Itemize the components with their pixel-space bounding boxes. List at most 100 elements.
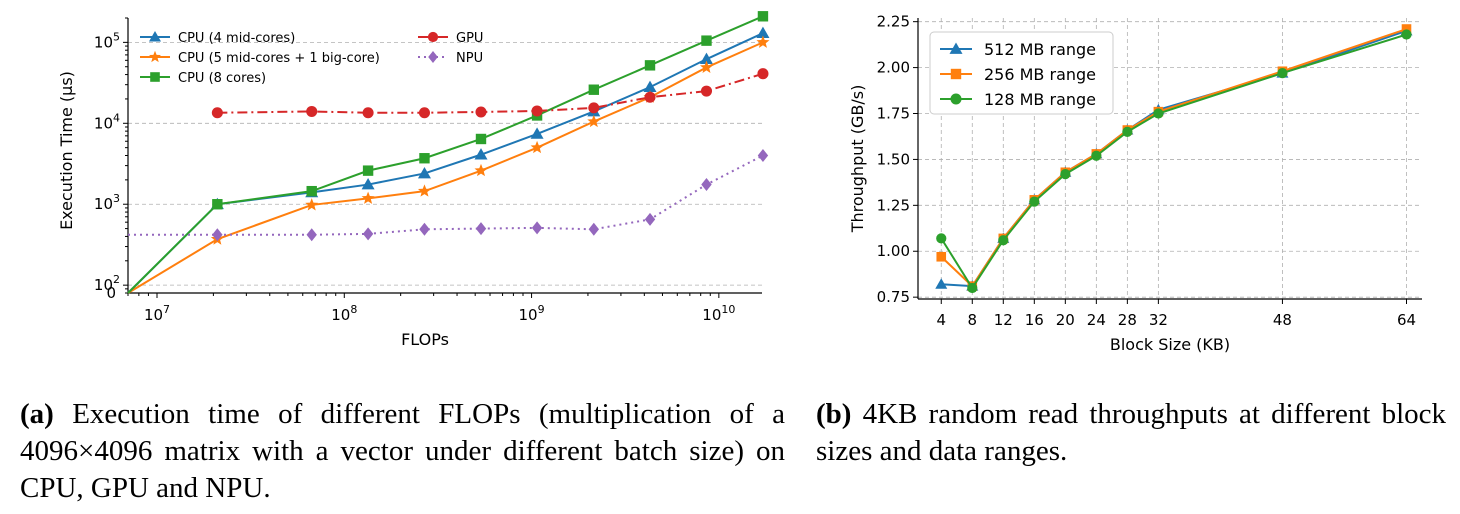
data-point-npu [644, 212, 656, 226]
x-tick-label-b: 12 [994, 311, 1013, 329]
data-point-cpu-5-mid-cores-1-big-core [474, 163, 488, 177]
x-tick-label-a: 109 [519, 303, 545, 324]
legend-marker-128-mb-range [950, 93, 962, 105]
data-point-gpu [418, 107, 430, 119]
data-point-cpu-8-cores [306, 185, 317, 197]
data-point-gpu [362, 107, 374, 119]
legend-box-b [929, 31, 1114, 115]
y-tick-label-a: 105 [94, 30, 120, 51]
y-tick-label-a: 103 [94, 192, 120, 213]
caption-b-label: (b) [816, 398, 852, 430]
data-point-512-mb-range [935, 278, 948, 289]
caption-b-text: 4KB random read throughputs at different… [816, 398, 1446, 467]
data-point-cpu-5-mid-cores-1-big-core [699, 60, 713, 73]
x-tick-label-a: 107 [144, 303, 170, 324]
data-point-128-mb-range [1060, 169, 1071, 180]
data-point-gpu [475, 106, 487, 118]
legend-marker-256-mb-range [950, 68, 962, 80]
data-point-cpu-4-mid-cores [643, 80, 657, 92]
y-tick-label-a: 102 [94, 273, 120, 294]
data-point-cpu-4-mid-cores [699, 52, 713, 65]
series-line-gpu [217, 72, 764, 114]
x-tick-label-b: 8 [968, 311, 978, 329]
data-point-cpu-8-cores [757, 11, 769, 22]
data-point-128-mb-range [936, 233, 947, 244]
x-tick-label-b: 16 [1025, 311, 1044, 329]
data-point-gpu [531, 105, 543, 117]
data-point-cpu-5-mid-cores-1-big-core [587, 114, 601, 128]
data-point-gpu [700, 85, 713, 97]
data-point-cpu-5-mid-cores-1-big-core [417, 184, 431, 197]
data-point-npu [531, 221, 543, 235]
caption-b: (b) 4KB random read throughputs at diffe… [816, 396, 1446, 470]
caption-a-text: Execution time of different FLOPs (multi… [20, 398, 785, 504]
y-tick-label-b: 1.50 [877, 150, 910, 168]
legend-a: CPU (4 mid-cores) CPU (5 mid-cores + 1 bi… [140, 31, 483, 86]
legend-b: 512 MB range 256 MB range 128 MB range [929, 31, 1114, 115]
data-point-gpu [306, 105, 318, 117]
data-point-128-mb-range [1091, 150, 1102, 161]
data-point-cpu-8-cores [701, 35, 712, 46]
x-tick-label-b: 28 [1118, 311, 1137, 329]
legend-label-cpu-5-mid-cores-1-big-core: CPU (5 mid-cores + 1 big-core) [178, 51, 380, 66]
legend-label-gpu: GPU [456, 31, 483, 46]
data-point-npu [757, 149, 769, 162]
data-point-npu [701, 178, 712, 192]
data-point-cpu-8-cores [588, 84, 600, 95]
data-point-128-mb-range [1277, 67, 1288, 79]
data-point-cpu-5-mid-cores-1-big-core [530, 140, 544, 154]
series-npu [128, 149, 769, 242]
data-point-gpu [644, 91, 656, 103]
data-point-128-mb-range [1153, 108, 1164, 119]
series-line-128-mb-range [940, 33, 1407, 290]
data-point-cpu-8-cores [362, 165, 374, 176]
series-gpu [211, 68, 769, 119]
legend-marker-gpu [427, 31, 439, 43]
y-tick-label-a: 104 [94, 111, 120, 132]
caption-a-label: (a) [20, 398, 54, 430]
y-tick-label-b: 1.25 [877, 196, 910, 214]
data-point-npu [212, 228, 223, 242]
data-point-gpu [757, 68, 769, 80]
x-tick-label-b: 20 [1056, 311, 1075, 329]
x-tick-label-b: 64 [1397, 311, 1416, 329]
data-point-256-mb-range [936, 251, 947, 262]
data-point-128-mb-range [998, 235, 1009, 246]
data-point-npu [362, 227, 374, 241]
data-point-cpu-5-mid-cores-1-big-core [756, 35, 770, 48]
x-tick-label-a: 108 [331, 303, 357, 324]
data-point-cpu-4-mid-cores [417, 166, 431, 179]
y-tick-label-b: 2.25 [877, 13, 910, 31]
data-point-gpu [588, 102, 600, 114]
data-point-cpu-4-mid-cores [361, 178, 375, 190]
data-point-cpu-4-mid-cores [756, 26, 770, 39]
y-axis-label-a: Execution Time (μs) [57, 71, 76, 230]
y-axis-label-b: Throughput (GB/s) [848, 85, 867, 234]
data-point-cpu-5-mid-cores-1-big-core [361, 191, 375, 204]
legend-marker-512-mb-range [949, 42, 963, 54]
data-point-128-mb-range [1122, 126, 1133, 137]
legend-label-cpu-4-mid-cores: CPU (4 mid-cores) [178, 31, 295, 46]
legend-marker-npu [428, 51, 438, 63]
x-tick-label-a: 1010 [702, 303, 735, 324]
data-point-npu [419, 222, 430, 236]
data-point-cpu-5-mid-cores-1-big-core [305, 198, 319, 211]
data-point-cpu-4-mid-cores [530, 127, 544, 139]
x-axis-label-a: FLOPs [401, 330, 449, 349]
caption-a: (a) Execution time of different FLOPs (m… [20, 396, 785, 507]
data-point-128-mb-range [1401, 29, 1412, 40]
data-point-256-mb-range [1401, 24, 1412, 34]
legend-marker-cpu-8-cores [150, 72, 160, 82]
x-axis-label-b: Block Size (KB) [1110, 335, 1230, 354]
legend-label-cpu-8-cores: CPU (8 cores) [178, 71, 266, 86]
x-tick-label-b: 48 [1273, 311, 1292, 329]
series-line-256-mb-range [940, 28, 1407, 288]
series-128-mb-range [936, 29, 1412, 294]
grid-a [128, 41, 762, 286]
data-point-cpu-8-cores [475, 133, 487, 145]
data-point-cpu-4-mid-cores [474, 148, 488, 160]
x-tick-label-b: 24 [1087, 311, 1106, 329]
y-tick-label-b: 0.75 [877, 288, 910, 306]
